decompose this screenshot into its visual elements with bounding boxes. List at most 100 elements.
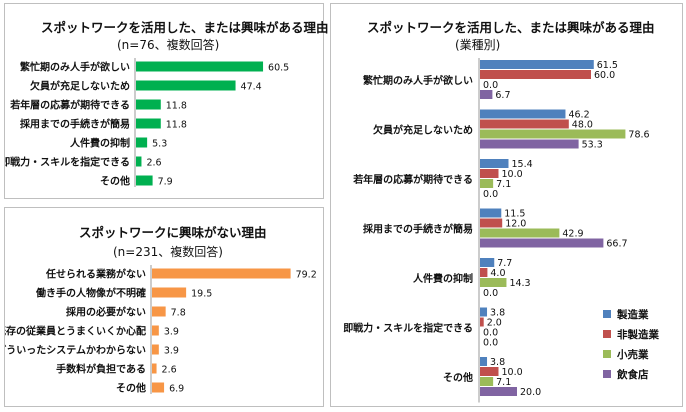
category-label: その他 [116,382,146,395]
bar [152,306,166,317]
data-label: 10.0 [502,367,523,378]
legend-label: 非製造業 [617,328,659,341]
bar [480,90,493,99]
data-label: 0.0 [483,189,498,200]
data-label: 47.4 [241,82,262,93]
bar [480,60,594,69]
category-label: 採用の必要がない [66,306,146,319]
category-label: 採用までの手続きが簡易 [20,118,130,131]
data-label: 79.2 [296,270,317,281]
data-label: 7.9 [158,177,173,188]
data-label: 0.0 [483,288,498,299]
category-label: 若年層の応募が期待できる [9,99,130,112]
data-label: 2.0 [487,318,502,329]
bar [480,317,484,327]
chart-panel-reasons-by-industry: スポットワークを活用した、または興味がある理由 (業種別) 繁忙期のみ人手が欲し… [330,3,683,407]
bar [136,99,161,110]
chart-title: スポットワークに興味がない理由 [79,225,267,240]
bar [480,208,502,218]
bar [480,70,591,79]
bar [136,175,153,186]
data-label: 42.9 [562,229,583,240]
category-label: 人件費の抑制 [413,272,473,285]
data-label: 7.1 [496,377,511,388]
category-label: 任せられる業務がない [45,268,146,281]
data-label: 2.6 [146,158,161,169]
data-label: 3.8 [490,357,505,368]
data-label: 10.0 [502,169,523,180]
bar [480,238,604,248]
bar [136,137,148,148]
bar-chart-reasons-by-industry: 繁忙期のみ人手が欲しい61.560.00.06.7欠員が充足しないため46.24… [343,58,650,403]
category-label: その他 [100,175,130,188]
chart-title: スポットワークを活用した、または興味がある理由 [41,20,329,35]
bar [480,268,488,277]
data-label: 6.7 [495,90,510,101]
category-label: 欠員が充足しないため [373,124,473,137]
data-label: 7.7 [497,258,512,269]
data-label: 11.8 [166,120,187,131]
data-label: 0.0 [483,80,498,91]
bar [136,61,264,72]
bar [480,119,569,129]
chart-subtitle: (n=231、複数回答) [113,245,223,259]
category-label: 人件費の抑制 [70,137,130,150]
legend-label: 飲食店 [617,368,649,381]
bar [480,357,488,366]
category-label: 即戦力・スキルを指定できる [343,322,473,335]
bar [152,325,159,336]
data-label: 2.6 [162,365,177,376]
category-label: 手数料が負担である [56,363,146,376]
bar [136,118,161,129]
data-label: 78.6 [628,130,649,141]
bar [480,159,509,168]
bar [480,258,495,267]
data-label: 11.5 [504,209,525,220]
legend-swatch [603,310,611,318]
chart-panel-reasons-used: スポットワークを活用した、または興味がある理由 (n=76、複数回答) 繁忙期の… [4,3,329,199]
bar [480,307,488,317]
bar [152,287,187,298]
data-label: 12.0 [505,219,526,230]
legend-item: 飲食店 [603,364,659,384]
category-label: 即戦力・スキルを指定できる [5,156,130,169]
chart-legend: 製造業非製造業小売業飲食店 [603,304,659,384]
data-label: 11.8 [166,101,187,112]
data-label: 66.7 [606,239,627,250]
bar [480,387,517,396]
category-label: 欠員が充足しないため [30,80,130,93]
data-label: 48.0 [572,120,593,131]
data-label: 61.5 [597,60,618,71]
bar [480,139,579,149]
bar [480,109,566,119]
data-label: 60.5 [268,63,289,74]
legend-swatch [603,350,611,358]
data-label: 3.8 [490,308,505,319]
data-label: 0.0 [483,338,498,349]
data-label: 60.0 [594,70,615,81]
data-label: 14.3 [509,278,530,289]
category-label: 若年層の応募が期待できる [352,173,473,186]
category-label: 既存の従業員とうまくいくか心配 [5,325,146,338]
bar [136,156,142,167]
legend-item: 非製造業 [603,324,659,344]
data-label: 7.8 [171,308,186,319]
category-label: 働き手の人物像が不明確 [35,287,146,300]
data-label: 0.0 [483,328,498,339]
bar [480,228,560,238]
legend-item: 製造業 [603,304,659,324]
category-label: その他 [443,371,473,384]
legend-item: 小売業 [603,344,659,364]
bar [480,278,507,287]
chart-subtitle: (n=76、複数回答) [117,38,220,52]
bar [480,218,503,228]
bar [152,268,291,279]
bar [480,367,499,376]
data-label: 20.0 [520,387,541,398]
data-label: 6.9 [169,384,184,395]
data-label: 3.9 [164,346,179,357]
chart-panel-reasons-not-interested: スポットワークに興味がない理由 (n=231、複数回答) 任せられる業務がない 7… [4,207,324,407]
category-label: どういったシステムかわからない [5,344,146,357]
data-label: 4.0 [490,268,505,279]
bar [152,344,159,355]
